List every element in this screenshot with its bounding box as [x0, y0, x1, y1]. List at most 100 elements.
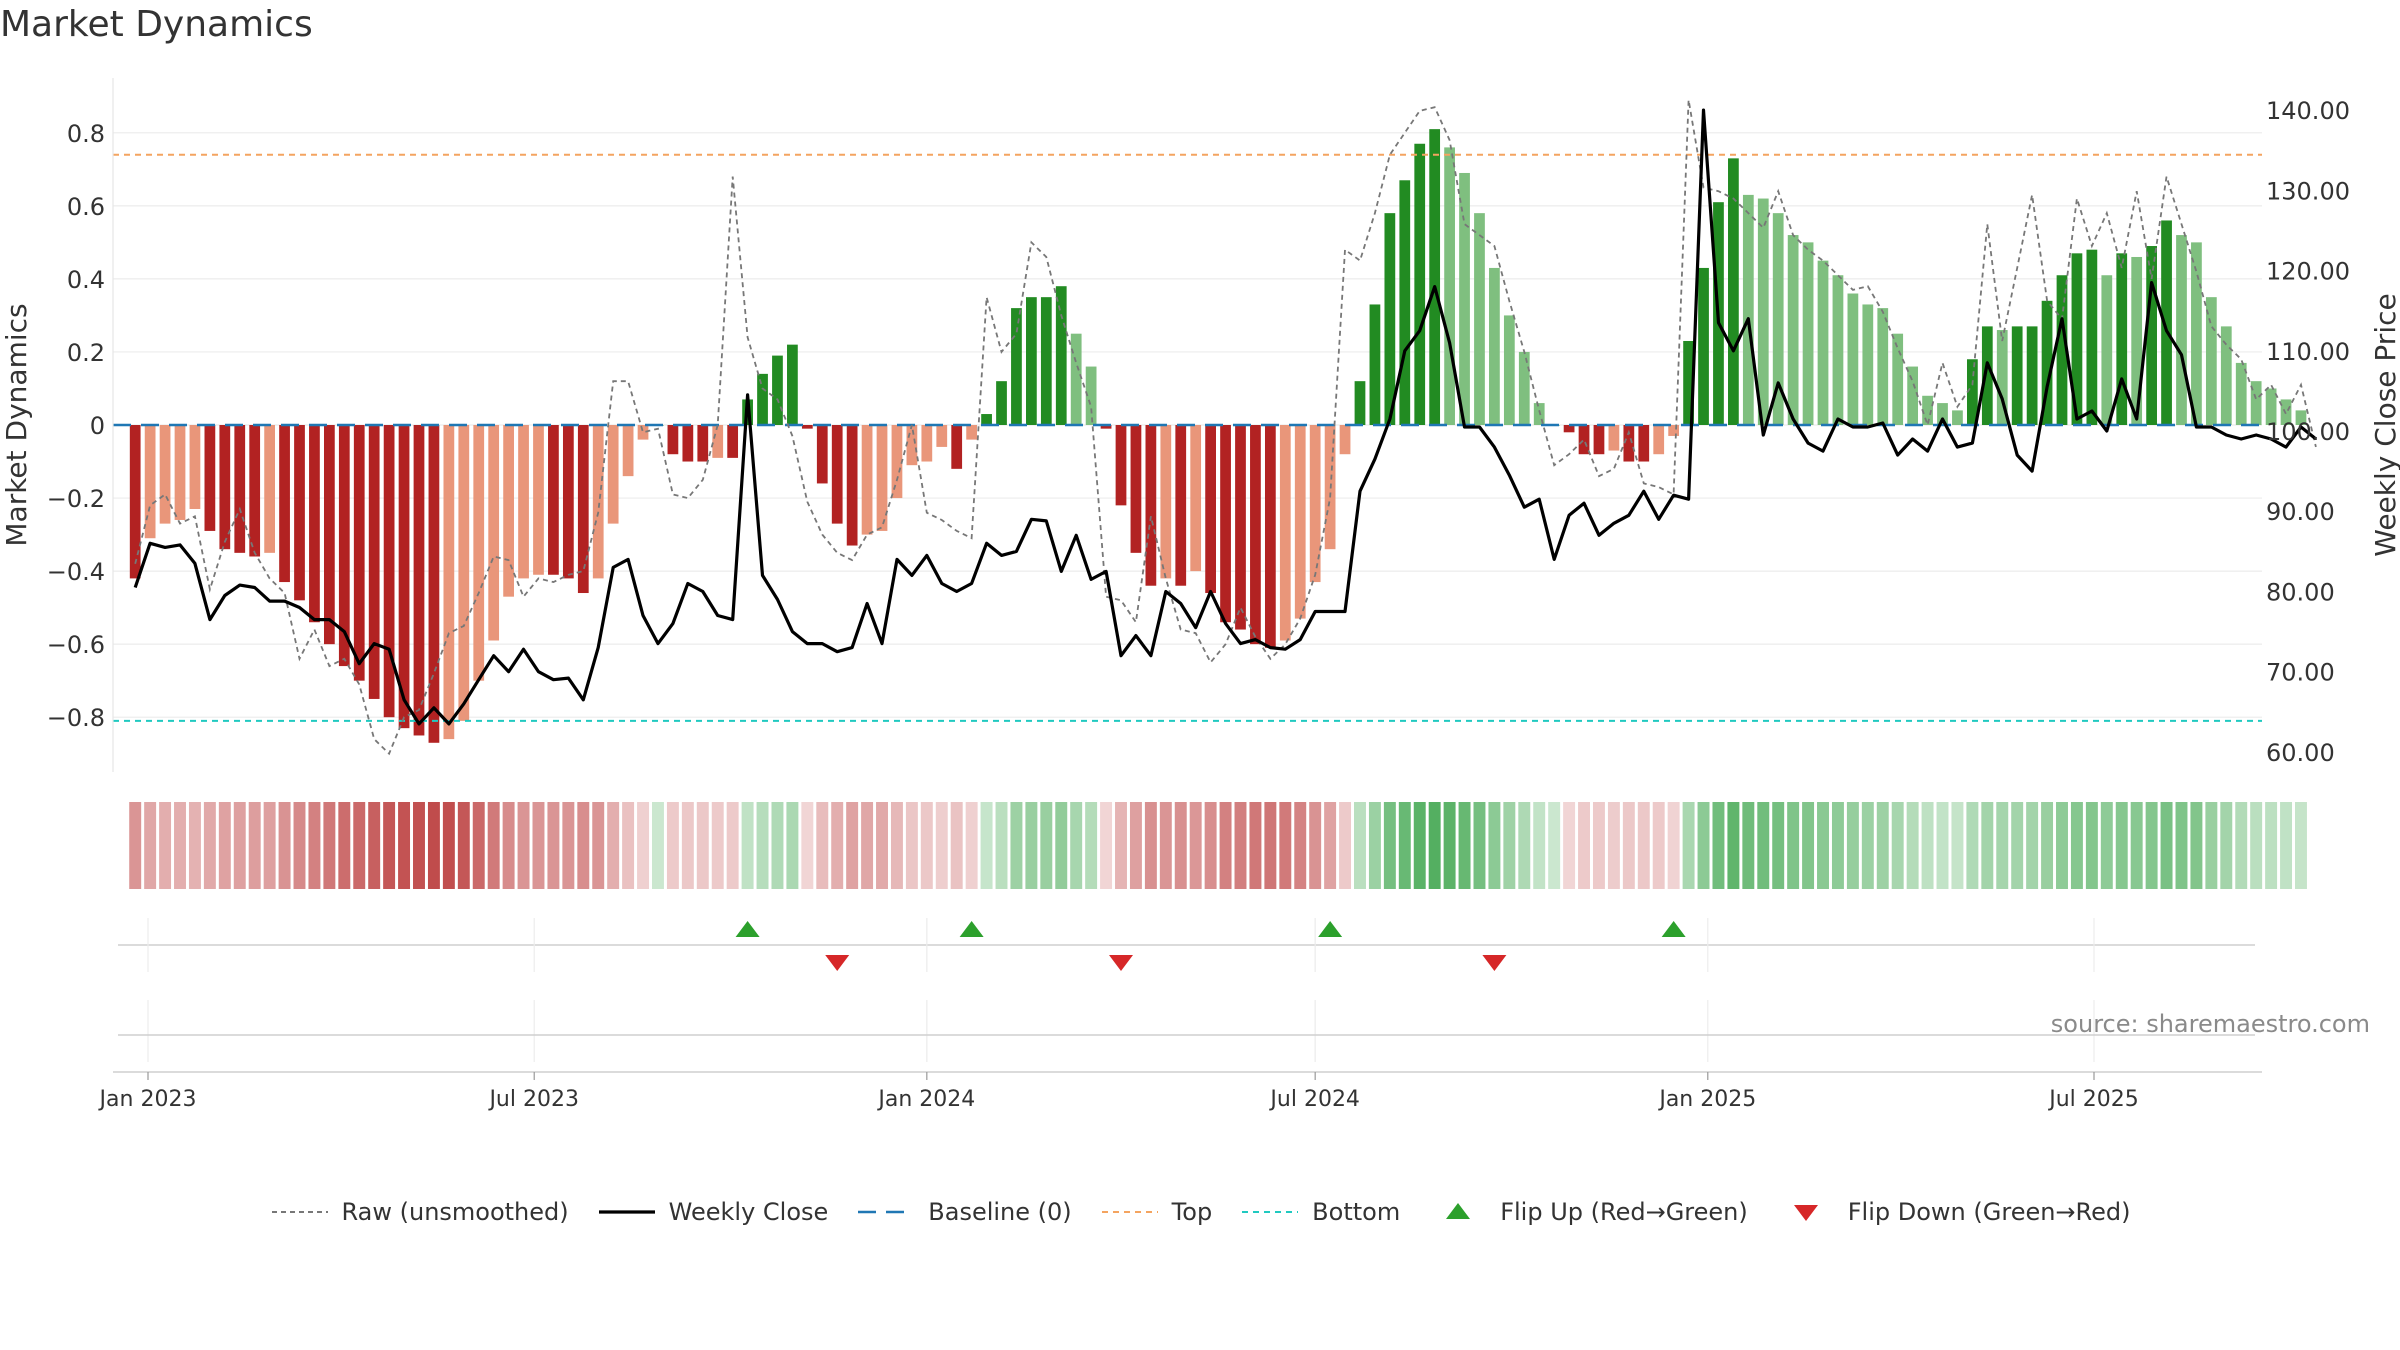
- strip-cell: [1802, 802, 1815, 889]
- strip-cell: [1115, 802, 1127, 889]
- grid-layer: [113, 132, 2262, 718]
- legend-item-bottom: Bottom: [1240, 1198, 1400, 1226]
- strip-cell: [1503, 802, 1516, 889]
- strip-cell: [203, 802, 216, 889]
- flip-down-marker: [825, 955, 850, 971]
- bar: [383, 425, 395, 718]
- strip-cell: [2011, 802, 2024, 889]
- bar: [219, 425, 231, 550]
- strip-cell: [1204, 802, 1217, 889]
- bar: [1966, 359, 1978, 425]
- strip-cell: [457, 802, 470, 889]
- bar: [533, 425, 544, 575]
- strip-cell: [562, 802, 575, 889]
- strip-cell: [1876, 802, 1889, 889]
- bar: [1205, 425, 1216, 594]
- bar: [518, 425, 529, 579]
- bar: [1518, 351, 1530, 425]
- bar: [279, 425, 290, 583]
- strip-cell: [1906, 802, 1919, 889]
- bar: [458, 425, 470, 721]
- strip-cell: [233, 802, 246, 889]
- strip-cell: [1757, 802, 1770, 889]
- legend-label: Bottom: [1312, 1198, 1401, 1226]
- strip-cell: [1787, 802, 1800, 889]
- bar: [607, 425, 619, 524]
- bar: [129, 425, 141, 579]
- bar: [921, 425, 933, 462]
- y-tick-label: 0: [90, 412, 105, 440]
- bar: [548, 425, 559, 575]
- strip-cell: [1055, 802, 1068, 889]
- strip-cell: [666, 802, 679, 889]
- bar: [1503, 315, 1515, 425]
- bar: [1160, 425, 1172, 579]
- strip-cell: [1727, 802, 1740, 889]
- bar: [1070, 333, 1082, 425]
- bar: [2041, 300, 2053, 425]
- bar: [338, 425, 350, 667]
- strip-cell: [159, 802, 172, 889]
- y2-tick-label: 100.00: [2266, 418, 2350, 446]
- bar: [1354, 381, 1366, 425]
- bar: [1922, 395, 1933, 425]
- bar: [1981, 326, 1993, 425]
- strip-cell: [2115, 802, 2128, 889]
- strip-cell: [1368, 802, 1381, 889]
- strip-cell: [1159, 802, 1172, 889]
- strip-cell: [1473, 802, 1486, 889]
- strip-cell: [1846, 802, 1859, 889]
- strip-cell: [831, 802, 844, 889]
- bar: [309, 425, 320, 623]
- bar: [1264, 425, 1276, 648]
- bar: [966, 425, 978, 440]
- bar: [189, 425, 201, 510]
- strip-cell: [2056, 802, 2068, 889]
- flip-panel: [118, 918, 2255, 1062]
- strip-cell: [218, 802, 231, 889]
- strip-cell: [1354, 802, 1366, 889]
- strip-cell: [368, 802, 381, 889]
- strip-cell: [1144, 802, 1157, 889]
- bar: [712, 425, 724, 458]
- strip-cell: [1324, 802, 1337, 889]
- bar: [1683, 340, 1694, 425]
- raw-series-line: [134, 99, 2317, 756]
- y2-axis-label: Weekly Close Price: [2369, 293, 2400, 556]
- strip-cell: [398, 802, 411, 889]
- strip-cell: [1533, 802, 1546, 889]
- strip-cell: [502, 802, 515, 889]
- bar: [1937, 403, 1948, 425]
- legend-label: Baseline (0): [928, 1198, 1072, 1226]
- bar: [831, 425, 843, 524]
- bar: [1474, 213, 1485, 425]
- strip-cell: [2190, 802, 2203, 889]
- bar: [667, 425, 679, 455]
- legend-label: Raw (unsmoothed): [341, 1198, 569, 1226]
- strip-cell: [696, 802, 709, 889]
- strip-cell: [1458, 802, 1471, 889]
- strip-cell: [681, 802, 694, 889]
- bar: [2101, 275, 2113, 425]
- strip-cell: [2041, 802, 2054, 889]
- bar: [1742, 194, 1754, 425]
- strip-cell: [1398, 802, 1411, 889]
- bar: [174, 425, 186, 520]
- bar: [1294, 425, 1306, 619]
- bar: [2191, 242, 2202, 425]
- strip-cell: [2265, 802, 2278, 889]
- bar: [1728, 158, 1739, 425]
- strip-cell: [1249, 802, 1262, 889]
- bar: [1578, 425, 1590, 455]
- strip-cell: [278, 802, 291, 889]
- strip-cell: [2085, 802, 2098, 889]
- bar: [1787, 235, 1799, 425]
- y-tick-label: 0.6: [67, 193, 105, 221]
- x-tick-label: Jan 2023: [98, 1087, 197, 1112]
- strip-cell: [1339, 802, 1352, 889]
- strip-cell: [801, 802, 814, 889]
- strip-cell: [1652, 802, 1665, 889]
- bar: [1384, 213, 1396, 425]
- strip-cell: [995, 802, 1008, 889]
- strip-cell: [637, 802, 650, 889]
